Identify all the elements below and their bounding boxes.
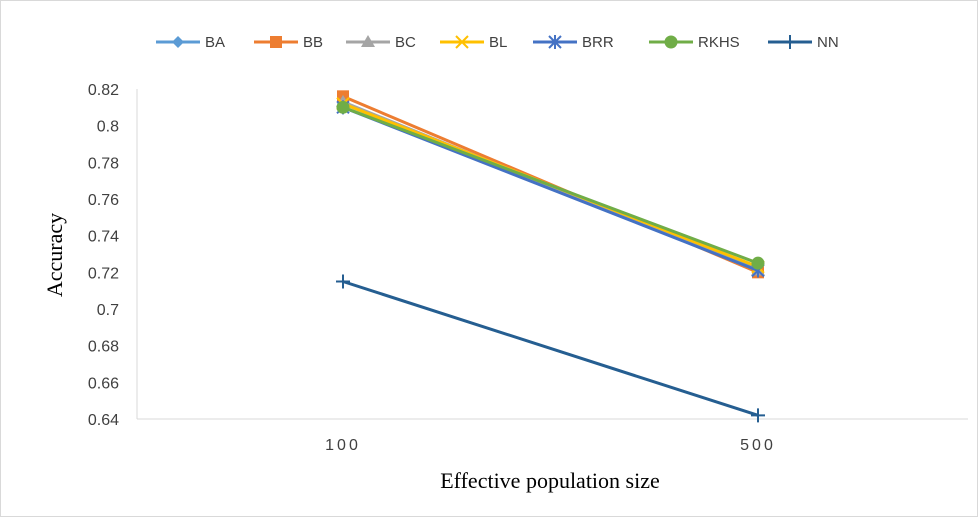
legend-item-nn: NN <box>768 34 839 51</box>
y-tick-label: 0.74 <box>88 229 119 246</box>
legend: BA BB BC BL BRR RKHS NN <box>156 34 839 51</box>
legend-item-ba: BA <box>156 34 225 51</box>
marker-triangle <box>361 35 375 47</box>
legend-label: BL <box>489 34 507 51</box>
y-tick-label: 0.7 <box>97 302 119 319</box>
marker-plus <box>336 274 350 289</box>
marker-plus <box>751 408 765 423</box>
x-axis: 100 500 <box>137 418 968 454</box>
y-axis: 0.64 0.66 0.68 0.7 0.72 0.74 0.76 0.78 0.8 0.82 <box>88 82 138 429</box>
y-tick-label: 0.72 <box>88 265 119 282</box>
y-tick-label: 0.78 <box>88 155 119 172</box>
marker-circle <box>664 35 678 49</box>
y-tick-label: 0.68 <box>88 339 119 356</box>
legend-label: BRR <box>582 34 614 51</box>
marker-square <box>270 36 282 48</box>
legend-label: BA <box>205 34 225 51</box>
y-tick-label: 0.64 <box>88 412 119 429</box>
marker-circle <box>751 256 765 270</box>
marker-circle <box>336 100 350 114</box>
y-tick-label: 0.82 <box>88 82 119 99</box>
legend-label: NN <box>817 34 839 51</box>
legend-label: RKHS <box>698 34 740 51</box>
marker-plus <box>783 35 797 49</box>
legend-item-rkhs: RKHS <box>649 34 740 51</box>
y-tick-label: 0.66 <box>88 375 119 392</box>
series-layer <box>336 90 765 423</box>
legend-item-brr: BRR <box>533 34 614 51</box>
series-rkhs <box>336 100 765 270</box>
marker-star <box>548 35 562 49</box>
legend-item-bc: BC <box>346 34 416 51</box>
legend-label: BC <box>395 34 416 51</box>
legend-item-bl: BL <box>440 34 507 51</box>
y-axis-title: Accuracy <box>42 213 67 297</box>
series-line <box>342 105 759 265</box>
legend-item-bb: BB <box>254 34 323 51</box>
marker-x <box>455 35 469 49</box>
y-tick-label: 0.8 <box>97 119 119 136</box>
x-tick-label: 500 <box>740 437 776 454</box>
marker-diamond <box>172 36 184 48</box>
x-tick-label: 100 <box>325 437 361 454</box>
x-axis-title: Effective population size <box>440 468 660 493</box>
y-tick-label: 0.76 <box>88 192 119 209</box>
series-line <box>342 280 759 417</box>
legend-label: BB <box>303 34 323 51</box>
series-nn <box>336 274 765 423</box>
